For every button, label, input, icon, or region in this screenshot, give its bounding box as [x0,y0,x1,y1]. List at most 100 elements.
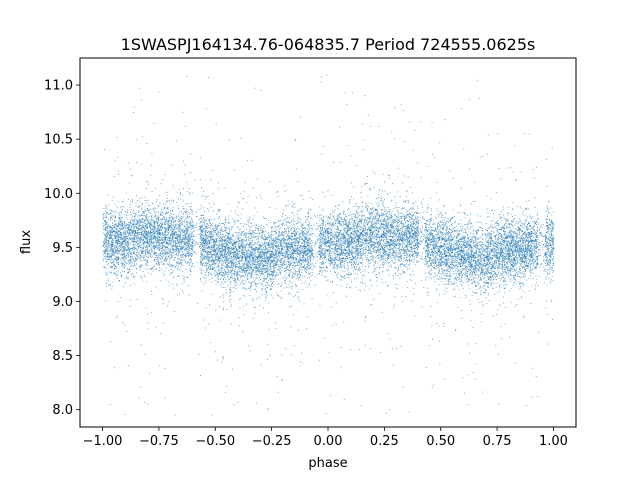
data-point [433,222,435,224]
data-point [326,249,328,251]
data-point [133,223,135,225]
data-point [121,263,123,265]
data-point [405,212,407,214]
data-point [502,266,504,268]
data-point [243,238,245,240]
data-point [468,266,470,267]
data-point [468,244,470,246]
data-point [413,227,415,229]
data-point [250,232,252,233]
data-point [115,268,117,270]
data-point [508,226,510,228]
data-point [548,269,550,271]
data-point [141,99,143,101]
data-point [287,226,289,228]
data-point [439,250,441,252]
data-point [526,262,527,264]
data-point [240,245,242,246]
data-point [119,212,121,214]
data-point [138,87,140,89]
data-point [458,274,460,275]
data-point [116,246,118,248]
data-point [202,259,204,261]
data-point [301,253,302,254]
data-point [524,220,526,222]
data-point [290,254,292,256]
data-point [522,276,524,278]
data-point [393,236,395,238]
data-point [530,269,532,271]
data-point [171,283,173,285]
data-point [256,265,257,267]
data-point [243,241,245,242]
data-point [225,238,227,240]
data-point [266,248,268,250]
data-point [440,231,442,233]
data-point [225,247,226,248]
data-point [521,230,523,232]
data-point [278,283,280,284]
data-point [280,267,282,269]
data-point [504,280,506,282]
data-point [435,239,437,240]
data-point [119,233,121,235]
data-point [122,243,124,245]
data-point [342,234,344,236]
data-point [135,257,136,259]
data-point [368,249,370,250]
data-point [513,232,515,234]
data-point [177,264,179,266]
data-point [522,283,524,285]
data-point [485,239,487,241]
data-point [285,279,286,281]
data-point [250,256,252,257]
data-point [442,232,444,234]
data-point [118,170,119,172]
data-point [341,235,343,237]
data-point [121,260,123,262]
data-point [362,228,364,230]
data-point [402,240,403,242]
data-point [165,231,167,233]
data-point [525,268,527,270]
data-point [265,290,266,292]
data-point [203,235,205,236]
data-point [467,278,469,280]
data-point [388,254,390,256]
data-point [377,222,379,224]
data-point [455,265,457,266]
data-point [204,231,206,233]
data-point [117,253,119,255]
data-point [351,281,352,283]
data-point [150,231,151,232]
data-point [207,243,208,245]
data-point [186,236,188,238]
data-point [443,244,445,246]
data-point [414,251,416,253]
data-point [521,223,523,225]
data-point [204,223,206,225]
data-point [159,365,161,367]
data-point [220,248,221,249]
data-point [452,249,454,251]
data-point [233,243,235,245]
data-point [160,261,162,263]
data-point [469,278,470,280]
data-point [246,265,248,266]
data-point [206,270,207,272]
data-point [337,239,339,241]
data-point [491,226,492,228]
data-point [300,273,302,275]
data-point [518,254,520,256]
data-point [108,271,109,273]
data-point [326,232,328,234]
data-point [502,206,504,208]
data-point [468,235,470,237]
data-point [131,264,133,266]
data-point [114,220,116,221]
data-point [287,275,289,276]
data-point [254,252,256,254]
data-point [488,268,490,270]
data-point [394,239,396,241]
data-point [232,235,233,237]
